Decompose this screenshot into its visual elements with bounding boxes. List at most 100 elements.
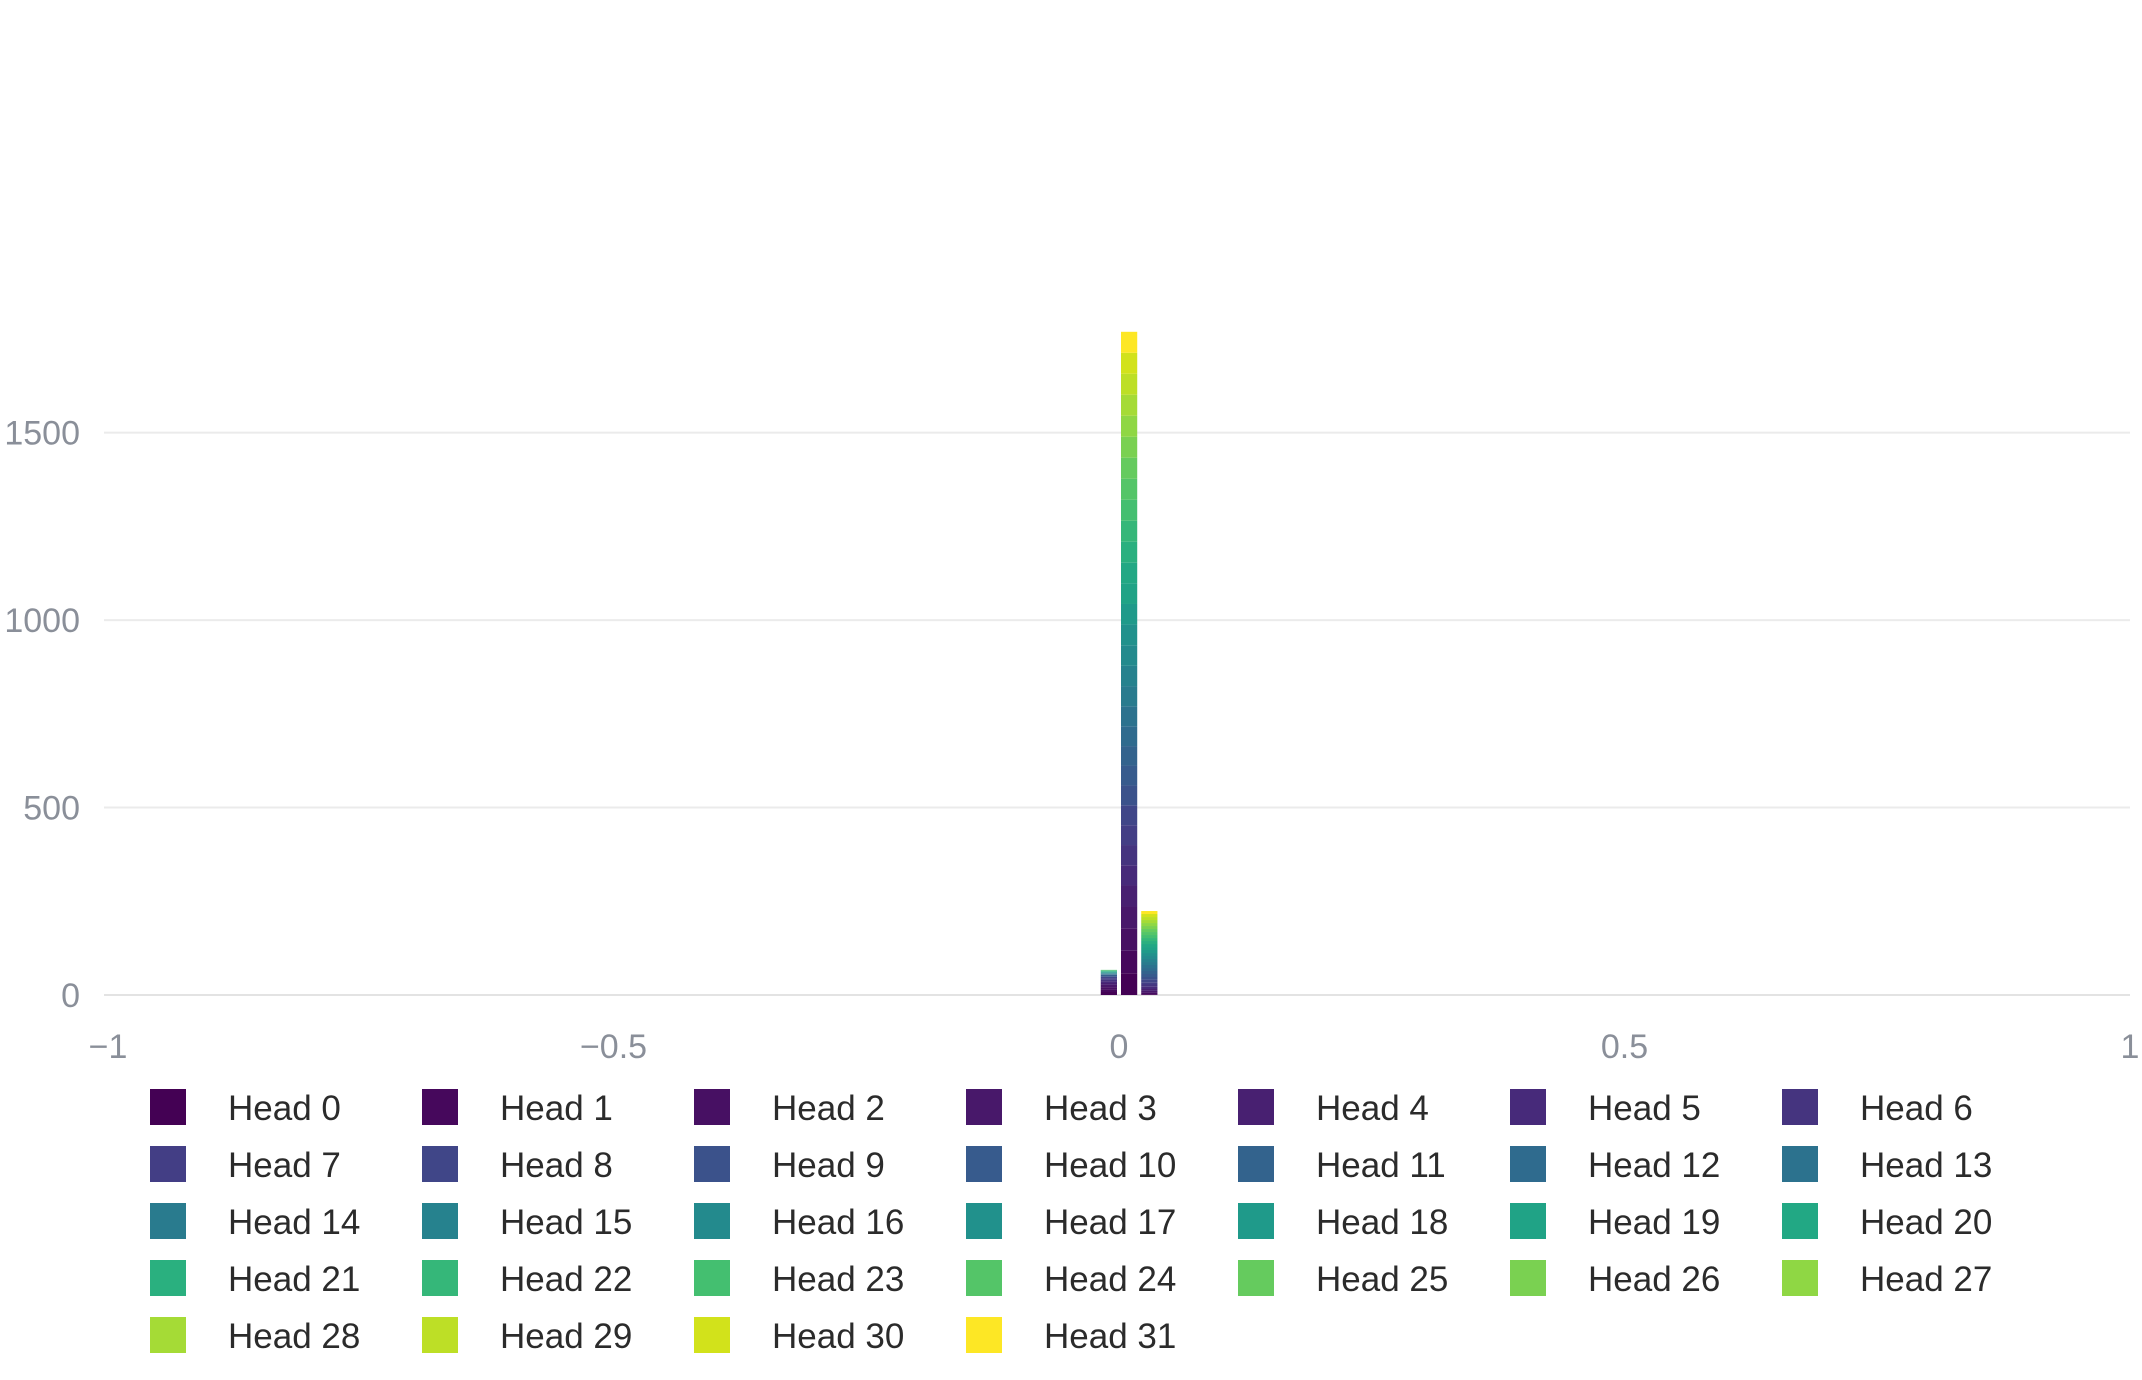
legend-item[interactable]: Head 1	[422, 1089, 613, 1128]
legend-swatch	[422, 1089, 458, 1125]
legend-label: Head 2	[772, 1089, 885, 1128]
legend-swatch	[150, 1089, 186, 1125]
legend-item[interactable]: Head 9	[694, 1146, 885, 1185]
bar-segment	[1121, 478, 1138, 500]
bar-segment	[1100, 981, 1117, 984]
grid-lines	[104, 431, 2130, 996]
bar-segment	[1121, 645, 1138, 666]
bar-segment	[1100, 984, 1117, 988]
legend-item[interactable]: Head 16	[694, 1203, 904, 1242]
legend-label: Head 5	[1588, 1089, 1701, 1128]
legend-item[interactable]: Head 26	[1510, 1260, 1720, 1299]
legend-label: Head 29	[500, 1317, 632, 1356]
legend-label: Head 25	[1316, 1260, 1448, 1299]
bar-segment	[1141, 914, 1158, 918]
bar-segment	[1100, 979, 1117, 982]
bar-segment	[1121, 686, 1138, 707]
bar-segment	[1121, 665, 1138, 687]
legend-item[interactable]: Head 15	[422, 1203, 632, 1242]
legend-swatch	[1510, 1203, 1546, 1239]
legend-item[interactable]: Head 21	[150, 1260, 360, 1299]
legend-item[interactable]: Head 22	[422, 1260, 632, 1299]
legend-swatch	[1510, 1146, 1546, 1182]
bar-segment	[1141, 923, 1158, 927]
bar-segment	[1141, 956, 1158, 960]
legend-item[interactable]: Head 13	[1782, 1146, 1992, 1185]
legend-item[interactable]: Head 2	[694, 1089, 885, 1128]
bar-segment	[1141, 911, 1158, 915]
legend-item[interactable]: Head 12	[1510, 1146, 1720, 1185]
legend-label: Head 6	[1860, 1089, 1973, 1128]
legend-item[interactable]: Head 28	[150, 1317, 360, 1356]
bar-segment	[1141, 974, 1158, 978]
legend-item[interactable]: Head 24	[966, 1260, 1176, 1299]
legend-item[interactable]: Head 7	[150, 1146, 341, 1185]
legend-swatch	[1782, 1203, 1818, 1239]
legend-item[interactable]: Head 25	[1238, 1260, 1448, 1299]
legend-item[interactable]: Head 10	[966, 1146, 1176, 1185]
bar-segment	[1141, 962, 1158, 966]
bar-segment	[1121, 415, 1138, 437]
legend-item[interactable]: Head 11	[1238, 1146, 1446, 1185]
legend-item[interactable]: Head 20	[1782, 1203, 1992, 1242]
legend-item[interactable]: Head 29	[422, 1317, 632, 1356]
legend-swatch	[1510, 1260, 1546, 1296]
legend-item[interactable]: Head 31	[966, 1317, 1176, 1356]
bar-segment	[1121, 331, 1138, 353]
bar-segment	[1100, 978, 1117, 980]
legend-swatch	[1238, 1146, 1274, 1182]
bar-segment	[1141, 920, 1158, 924]
bar-segment	[1141, 947, 1158, 951]
legend-item[interactable]: Head 14	[150, 1203, 360, 1242]
bar-segment	[1121, 765, 1138, 786]
legend-label: Head 1	[500, 1089, 613, 1128]
legend-item[interactable]: Head 3	[966, 1089, 1157, 1128]
legend-item[interactable]: Head 5	[1510, 1089, 1701, 1128]
legend-swatch	[150, 1146, 186, 1182]
bar-segment	[1100, 987, 1117, 990]
x-tick-label: 1	[2121, 1028, 2140, 1066]
legend-label: Head 17	[1044, 1203, 1176, 1242]
legend-label: Head 21	[228, 1260, 360, 1299]
legend-item[interactable]: Head 23	[694, 1260, 904, 1299]
bar-segment	[1100, 992, 1117, 995]
bar-segment	[1141, 926, 1158, 930]
legend-label: Head 9	[772, 1146, 885, 1185]
legend-swatch	[694, 1146, 730, 1182]
bar-segment	[1100, 983, 1117, 985]
legend-swatch	[422, 1203, 458, 1239]
y-tick-label: 1500	[4, 415, 80, 453]
legend-label: Head 11	[1316, 1146, 1446, 1185]
legend-item[interactable]: Head 6	[1782, 1089, 1973, 1128]
bar-segment	[1141, 959, 1158, 963]
legend-item[interactable]: Head 4	[1238, 1089, 1429, 1128]
legend-label: Head 18	[1316, 1203, 1448, 1242]
legend-swatch	[694, 1203, 730, 1239]
legend-item[interactable]: Head 27	[1782, 1260, 1992, 1299]
legend-label: Head 16	[772, 1203, 904, 1242]
legend-swatch	[150, 1260, 186, 1296]
legend-item[interactable]: Head 30	[694, 1317, 904, 1356]
legend-item[interactable]: Head 0	[150, 1089, 341, 1128]
legend-swatch	[966, 1146, 1002, 1182]
legend-label: Head 13	[1860, 1146, 1992, 1185]
legend: Head 0 Head 1 Head 2 Head 3 Head 4 Head 5 Head…	[150, 1089, 1992, 1356]
legend-item[interactable]: Head 17	[966, 1203, 1176, 1242]
legend-item[interactable]: Head 19	[1510, 1203, 1720, 1242]
legend-swatch	[422, 1146, 458, 1182]
legend-item[interactable]: Head 8	[422, 1146, 613, 1185]
bar-segment	[1141, 994, 1158, 995]
legend-label: Head 3	[1044, 1089, 1157, 1128]
bar-segment	[1141, 992, 1158, 994]
legend-swatch	[966, 1317, 1002, 1353]
bar-segment	[1121, 706, 1138, 727]
bar-segment	[1121, 885, 1138, 907]
legend-swatch	[966, 1260, 1002, 1296]
legend-label: Head 19	[1588, 1203, 1720, 1242]
bar-segment	[1121, 726, 1138, 747]
legend-label: Head 31	[1044, 1317, 1176, 1356]
legend-swatch	[1782, 1146, 1818, 1182]
bar-segment	[1141, 932, 1158, 936]
legend-item[interactable]: Head 18	[1238, 1203, 1448, 1242]
